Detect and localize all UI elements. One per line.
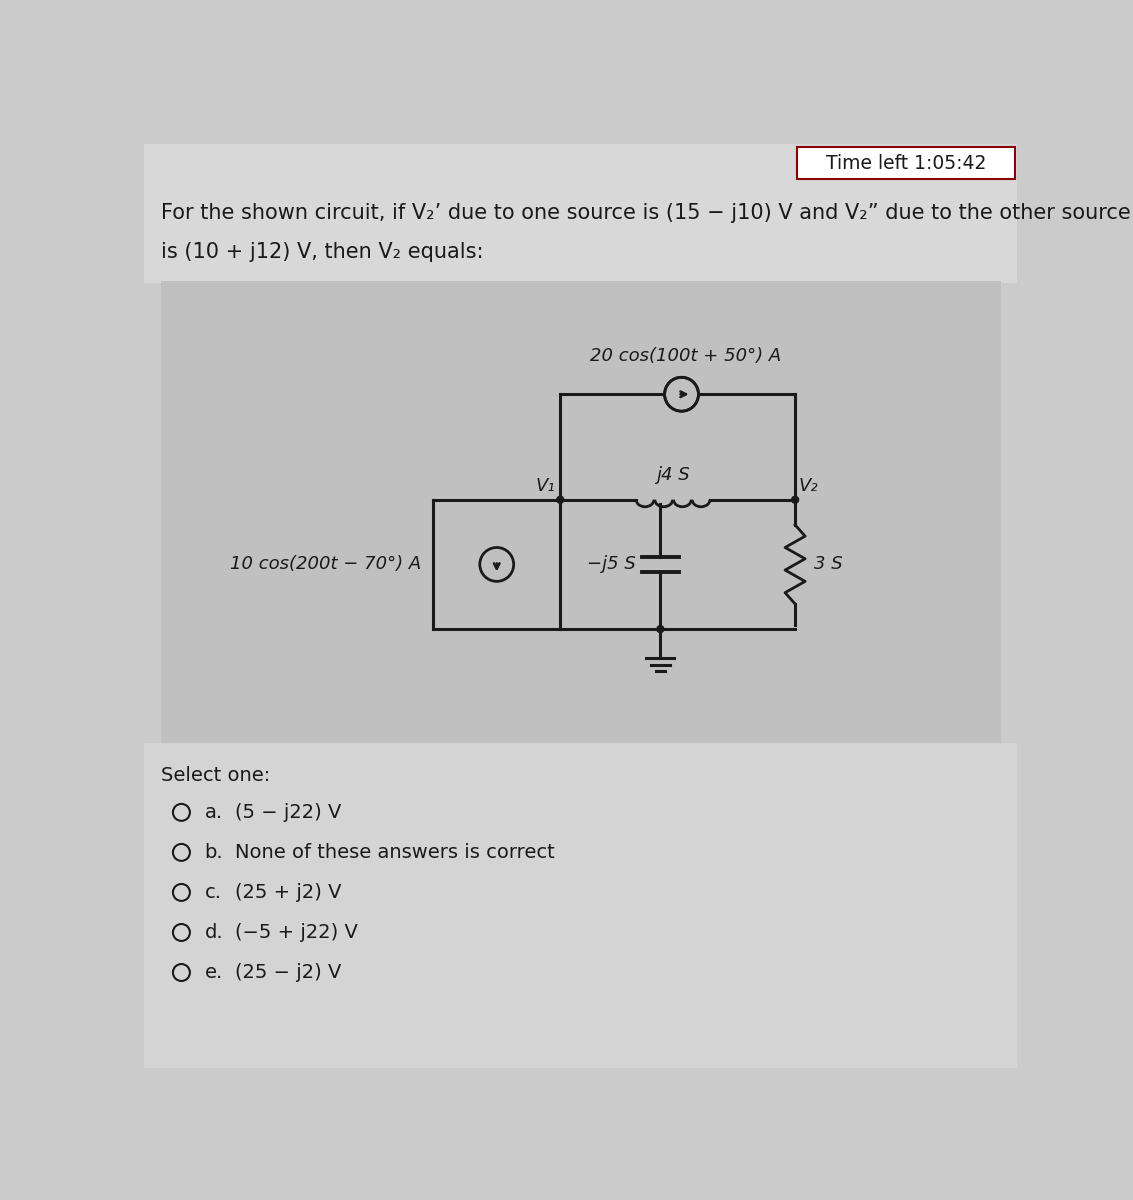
Text: 10 cos(200t − 70°) A: 10 cos(200t − 70°) A — [230, 556, 421, 574]
Text: For the shown circuit, if V₂’ due to one source is (15 − j10) V and V₂” due to t: For the shown circuit, if V₂’ due to one… — [161, 203, 1131, 223]
Circle shape — [665, 377, 698, 412]
Text: is (10 + j12) V, then V₂ equals:: is (10 + j12) V, then V₂ equals: — [161, 241, 484, 262]
FancyBboxPatch shape — [145, 144, 1017, 282]
Text: (−5 + j22) V: (−5 + j22) V — [236, 923, 358, 942]
Text: b.: b. — [205, 842, 223, 862]
Text: (5 − j22) V: (5 − j22) V — [236, 803, 342, 822]
Text: (25 + j2) V: (25 + j2) V — [236, 883, 342, 902]
Text: 20 cos(100t + 50°) A: 20 cos(100t + 50°) A — [590, 347, 781, 365]
Text: V₂: V₂ — [799, 476, 818, 494]
Text: c.: c. — [205, 883, 222, 902]
Circle shape — [479, 547, 513, 581]
Circle shape — [657, 625, 664, 632]
Text: Select one:: Select one: — [161, 766, 271, 785]
Text: d.: d. — [205, 923, 223, 942]
Text: −j5 S: −j5 S — [587, 556, 636, 574]
Circle shape — [556, 497, 564, 503]
Text: j4 S: j4 S — [656, 466, 690, 484]
Circle shape — [792, 497, 799, 503]
Text: Time left 1:05:42: Time left 1:05:42 — [826, 154, 986, 173]
FancyBboxPatch shape — [161, 281, 1000, 743]
FancyBboxPatch shape — [145, 743, 1017, 1068]
Text: e.: e. — [205, 964, 223, 982]
Text: None of these answers is correct: None of these answers is correct — [236, 842, 555, 862]
Text: 3 S: 3 S — [815, 556, 843, 574]
Text: (25 − j2) V: (25 − j2) V — [236, 964, 342, 982]
Text: V₁: V₁ — [536, 476, 555, 494]
FancyBboxPatch shape — [798, 148, 1014, 180]
Text: a.: a. — [205, 803, 223, 822]
